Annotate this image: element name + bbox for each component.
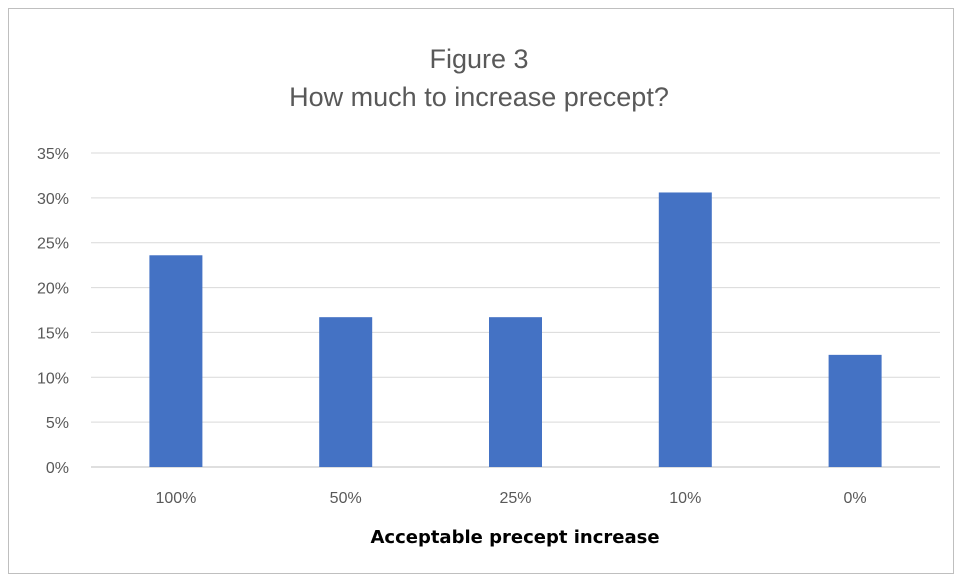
chart-title-block: Figure 3 How much to increase precept? (0, 40, 958, 116)
y-tick-label: 30% (37, 191, 69, 208)
bar (489, 317, 542, 467)
y-axis-ticks: 0% 5% 10% 15% 20% 25% 30% 35% (37, 146, 69, 477)
y-tick-label: 25% (37, 236, 69, 253)
x-axis-label: Acceptable precept increase (370, 527, 659, 548)
x-tick-label: 25% (499, 490, 531, 507)
y-tick-label: 15% (37, 325, 69, 342)
bars (149, 192, 882, 467)
y-tick-label: 20% (37, 281, 69, 298)
x-axis-ticks: 100% 50% 25% 10% 0% (155, 490, 866, 507)
y-tick-label: 5% (46, 415, 69, 432)
bar (149, 255, 203, 467)
y-tick-label: 0% (46, 460, 69, 477)
y-tick-label: 10% (37, 370, 69, 387)
chart-title: Figure 3 (429, 44, 529, 74)
x-tick-label: 50% (330, 490, 362, 507)
bar (828, 354, 882, 467)
x-tick-label: 100% (155, 490, 196, 507)
bar (319, 317, 373, 467)
x-tick-label: 10% (669, 490, 701, 507)
chart-subtitle: How much to increase precept? (289, 82, 669, 112)
bar (658, 192, 712, 467)
x-tick-label: 0% (844, 490, 867, 507)
y-tick-label: 35% (37, 146, 69, 163)
